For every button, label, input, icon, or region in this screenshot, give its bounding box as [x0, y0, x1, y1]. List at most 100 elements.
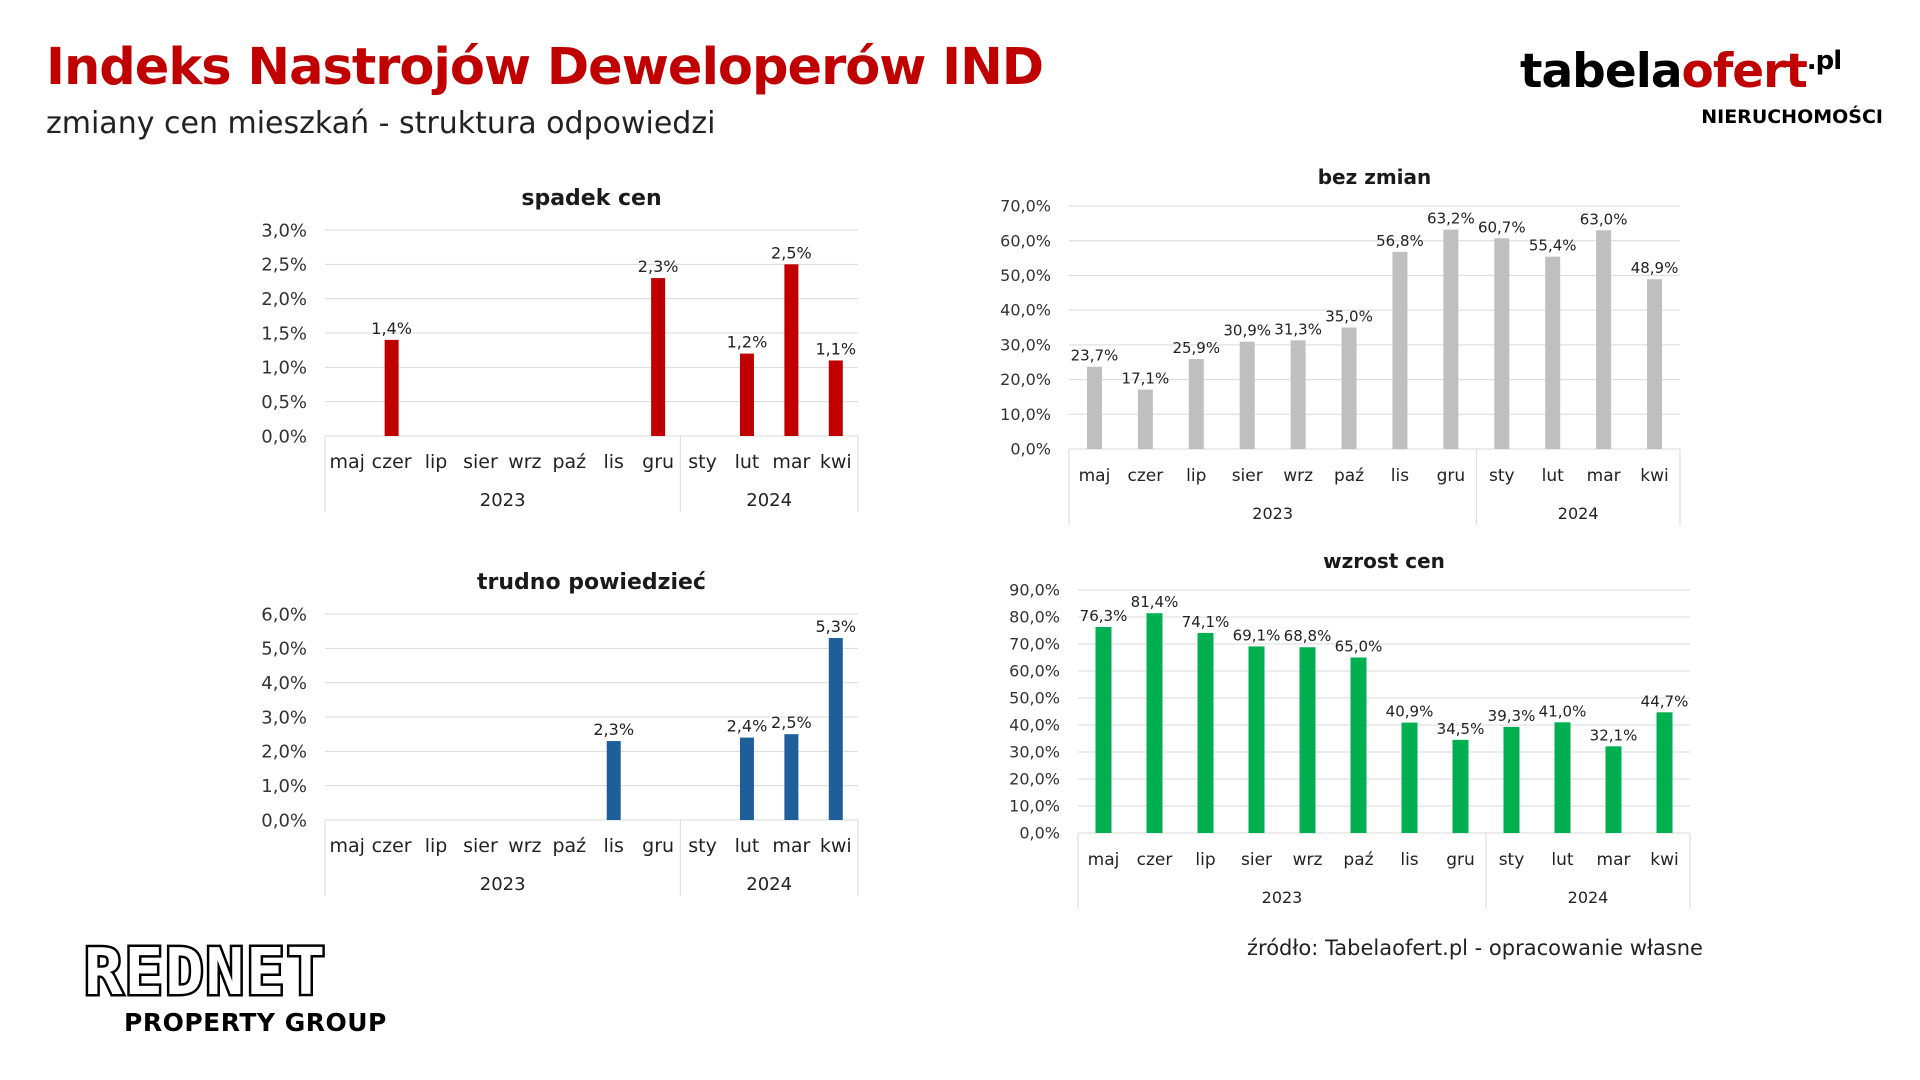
- data-label: 74,1%: [1182, 613, 1230, 631]
- chart-title: trudno powiedzieć: [477, 570, 706, 595]
- x-category-label: sier: [1241, 850, 1272, 870]
- x-category-label: gru: [1437, 466, 1466, 486]
- x-category-label: sier: [463, 835, 498, 857]
- x-category-label: czer: [372, 451, 412, 473]
- bar: [1095, 626, 1112, 833]
- data-label: 17,1%: [1122, 370, 1170, 388]
- data-label: 63,2%: [1427, 210, 1475, 228]
- chart-title: spadek cen: [521, 186, 661, 211]
- x-group-label: 2024: [1568, 888, 1609, 907]
- data-label: 25,9%: [1172, 339, 1220, 357]
- bar: [739, 737, 754, 820]
- bar: [384, 339, 399, 436]
- y-tick-label: 0,5%: [261, 392, 307, 413]
- y-tick-label: 5,0%: [261, 639, 307, 660]
- x-group-label: 2024: [1558, 504, 1599, 523]
- data-label: 63,0%: [1580, 210, 1628, 228]
- y-tick-label: 80,0%: [1009, 608, 1060, 627]
- rednet-logo[interactable]: REDNET PROPERTY GROUP: [81, 934, 412, 1042]
- y-tick-label: 6,0%: [261, 604, 307, 625]
- x-category-label: paź: [552, 835, 586, 857]
- data-label: 41,0%: [1539, 702, 1587, 720]
- data-label: 2,5%: [771, 713, 812, 732]
- data-label: 40,9%: [1386, 703, 1434, 721]
- x-category-label: kwi: [1650, 850, 1678, 870]
- data-label: 81,4%: [1131, 593, 1179, 611]
- x-category-label: sier: [463, 451, 498, 473]
- x-category-label: lut: [735, 835, 760, 857]
- x-category-label: mar: [772, 835, 810, 857]
- data-label: 23,7%: [1071, 347, 1119, 365]
- bar: [1554, 722, 1571, 833]
- data-label: 2,3%: [593, 720, 634, 739]
- bar: [1401, 722, 1418, 833]
- data-label: 60,7%: [1478, 218, 1526, 236]
- y-tick-label: 3,0%: [261, 220, 307, 241]
- y-tick-label: 1,0%: [261, 776, 307, 797]
- y-tick-label: 60,0%: [1009, 662, 1060, 681]
- x-category-label: wrz: [508, 835, 541, 857]
- x-category-label: mar: [772, 451, 810, 473]
- x-category-label: gru: [1446, 850, 1475, 870]
- bar: [1647, 279, 1663, 449]
- brand-word-red: ofert: [1681, 44, 1808, 99]
- rednet-wordmark: REDNET: [81, 934, 328, 1013]
- data-label: 48,9%: [1631, 259, 1679, 277]
- x-category-label: lis: [603, 835, 623, 857]
- bar: [1494, 238, 1510, 449]
- data-label: 1,4%: [371, 319, 412, 338]
- y-tick-label: 40,0%: [1000, 301, 1051, 320]
- y-tick-label: 40,0%: [1009, 716, 1060, 735]
- y-tick-label: 10,0%: [1009, 797, 1060, 816]
- y-tick-label: 2,0%: [261, 742, 307, 763]
- bar: [1146, 613, 1163, 833]
- bar: [1086, 366, 1102, 449]
- x-category-label: paź: [552, 451, 586, 473]
- x-group-label: 2023: [480, 490, 526, 511]
- y-tick-label: 60,0%: [1000, 231, 1051, 250]
- bar: [1248, 646, 1265, 833]
- bar: [1299, 647, 1316, 833]
- bar: [606, 741, 621, 820]
- x-category-label: maj: [329, 451, 364, 473]
- bar: [1596, 230, 1612, 449]
- rednet-subtitle: PROPERTY GROUP: [124, 1008, 387, 1037]
- tabelaofert-wordmark: tabelaofert.pl: [1520, 44, 1842, 99]
- data-label: 1,1%: [815, 339, 856, 358]
- bar: [1350, 657, 1367, 833]
- x-category-label: lis: [603, 451, 623, 473]
- bar: [784, 264, 799, 436]
- brand-word-black: tabela: [1520, 44, 1683, 99]
- data-label: 2,3%: [638, 257, 679, 276]
- x-category-label: wrz: [508, 451, 541, 473]
- x-category-label: lut: [1542, 466, 1564, 486]
- x-group-label: 2023: [1252, 504, 1293, 523]
- x-category-label: maj: [1079, 466, 1111, 486]
- x-group-label: 2024: [746, 490, 792, 511]
- x-category-label: kwi: [820, 835, 852, 857]
- x-category-label: gru: [642, 451, 674, 473]
- x-category-label: lip: [1195, 850, 1215, 870]
- data-label: 31,3%: [1274, 320, 1322, 338]
- x-category-label: sty: [688, 835, 717, 857]
- bar: [1503, 726, 1520, 833]
- y-tick-label: 50,0%: [1009, 689, 1060, 708]
- x-category-label: paź: [1343, 850, 1373, 870]
- bar: [1137, 389, 1153, 449]
- source-note: źródło: Tabelaofert.pl - opracowanie wła…: [1247, 936, 1703, 960]
- x-category-label: wrz: [1283, 466, 1313, 486]
- x-category-label: sier: [1232, 466, 1263, 486]
- y-tick-label: 2,5%: [261, 255, 307, 276]
- x-category-label: wrz: [1293, 850, 1323, 870]
- y-tick-label: 4,0%: [261, 673, 307, 694]
- y-tick-label: 90,0%: [1009, 581, 1060, 600]
- x-category-label: lut: [1551, 850, 1573, 870]
- bar: [1392, 251, 1408, 449]
- data-label: 1,2%: [727, 333, 768, 352]
- tabelaofert-logo[interactable]: tabelaofert.pl NIERUCHOMOŚCI: [1500, 44, 1900, 134]
- x-category-label: kwi: [1640, 466, 1668, 486]
- data-label: 34,5%: [1437, 720, 1485, 738]
- bar: [1239, 341, 1255, 449]
- bar: [651, 278, 666, 436]
